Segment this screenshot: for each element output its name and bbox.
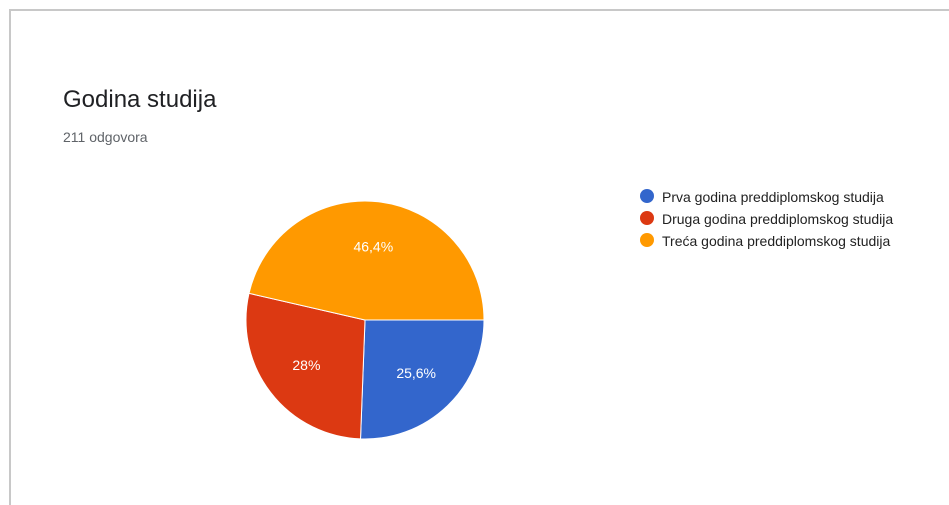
legend-label: Druga godina preddiplomskog studija (662, 211, 894, 227)
legend-item[interactable]: Treća godina preddiplomskog studija (640, 232, 932, 250)
chart-title: Godina studija (63, 86, 217, 113)
response-count: 211 odgovora (63, 129, 148, 145)
legend-label: Treća godina preddiplomskog studija (662, 233, 891, 249)
pie-slice[interactable] (245, 292, 366, 440)
legend-dot-icon (640, 211, 654, 225)
slice-label: 28% (292, 357, 320, 373)
legend-dot-icon (640, 189, 654, 203)
legend-label: Prva godina preddiplomskog studija (662, 189, 884, 205)
legend-dot-icon (640, 233, 654, 247)
slice-label: 25,6% (396, 365, 436, 381)
pie-slice[interactable] (359, 319, 485, 440)
pie-slice[interactable] (248, 200, 485, 321)
chart-legend: Prva godina preddiplomskog studija Druga … (640, 188, 940, 254)
chart-card: Godina studija 211 odgovora (9, 9, 949, 505)
slice-label: 46,4% (353, 239, 393, 255)
legend-item[interactable]: Prva godina preddiplomskog studija (640, 188, 932, 206)
legend-item[interactable]: Druga godina preddiplomskog studija (640, 210, 932, 228)
